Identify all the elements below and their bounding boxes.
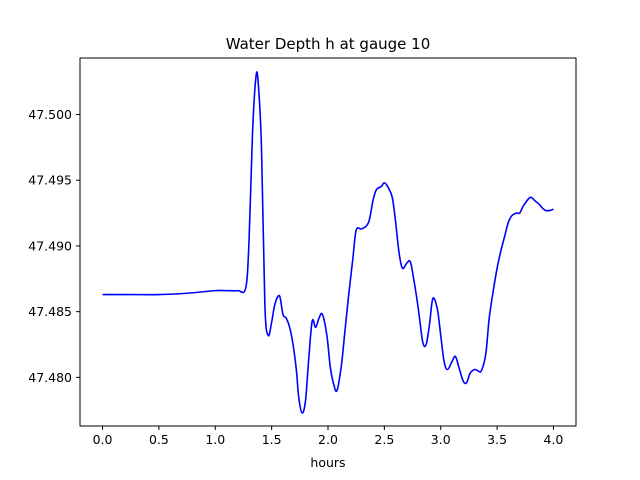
x-tick-label: 0.5 [149,432,169,447]
x-axis: 0.0 0.5 1.0 1.5 2.0 2.5 3.0 3.5 4.0 [93,426,564,447]
y-tick-label: 47.490 [28,238,72,253]
y-tick-label: 47.500 [28,107,72,122]
x-tick-label: 4.0 [544,432,564,447]
x-tick-label: 3.5 [487,432,507,447]
y-axis: 47.480 47.485 47.490 47.495 47.500 [28,107,80,385]
x-tick-label: 2.5 [374,432,394,447]
series-layer [102,71,554,414]
x-tick-label: 2.0 [318,432,338,447]
plot-frame [79,57,577,427]
y-tick-label: 47.485 [28,304,72,319]
x-axis-label: hours [310,455,345,470]
x-tick-label: 1.5 [262,432,282,447]
x-tick-label: 3.0 [431,432,451,447]
x-tick-label: 1.0 [205,432,225,447]
y-tick-label: 47.495 [28,173,72,188]
chart-title: Water Depth h at gauge 10 [226,35,431,53]
x-tick-label: 0.0 [93,432,113,447]
series-line-0 [102,71,554,414]
y-tick-label: 47.480 [28,370,72,385]
